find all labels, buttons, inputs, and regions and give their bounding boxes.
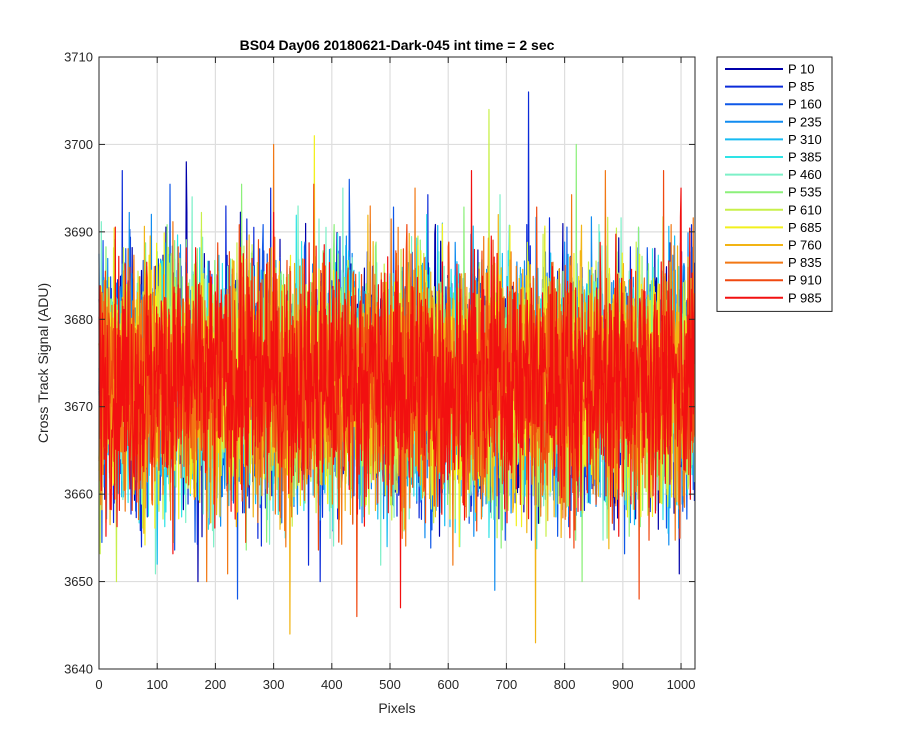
y-tick-label: 3670 [64, 399, 93, 414]
series-line-p985 [98, 170, 696, 609]
legend-label: P 310 [788, 132, 822, 147]
legend-label: P 10 [788, 62, 815, 77]
legend-label: P 760 [788, 238, 822, 253]
y-tick-label: 3690 [64, 224, 93, 239]
x-axis-label: Pixels [378, 700, 415, 716]
legend-label: P 460 [788, 167, 822, 182]
x-tick-label: 400 [321, 677, 343, 692]
y-tick-label: 3680 [64, 312, 93, 327]
legend-label: P 535 [788, 185, 822, 200]
x-tick-label: 500 [379, 677, 401, 692]
x-tick-label: 300 [263, 677, 285, 692]
legend-label: P 685 [788, 220, 822, 235]
ticks: 0 100 200 300 400 500 600 700 800 900 1000 3640 3650… [64, 50, 695, 693]
y-tick-label: 3700 [64, 137, 93, 152]
legend-label: P 910 [788, 273, 822, 288]
axes-box [98, 56, 696, 670]
x-tick-label: 600 [437, 677, 459, 692]
chart-title: BS04 Day06 20180621-Dark-045 int time = … [240, 37, 555, 53]
legend-label: P 160 [788, 97, 822, 112]
legend-label: P 610 [788, 202, 822, 217]
y-tick-label: 3710 [64, 50, 93, 65]
y-tick-label: 3640 [64, 662, 93, 677]
y-tick-label: 3650 [64, 574, 93, 589]
y-axis-label: Cross Track Signal (ADU) [35, 283, 51, 443]
x-tick-label: 800 [554, 677, 576, 692]
legend: P 10 P 85 P 160 P 235 P 310 P 385 P 460 P 535 P … [716, 56, 833, 312]
legend-label: P 85 [788, 79, 815, 94]
legend-label: P 235 [788, 114, 822, 129]
legend-label: P 385 [788, 150, 822, 165]
legend-label: P 835 [788, 255, 822, 270]
x-tick-label: 0 [95, 677, 102, 692]
x-tick-label: 200 [205, 677, 227, 692]
y-tick-label: 3660 [64, 487, 93, 502]
x-tick-label: 700 [496, 677, 518, 692]
legend-box [716, 56, 833, 312]
x-tick-label: 900 [612, 677, 634, 692]
series-group [98, 91, 696, 644]
x-tick-label: 100 [146, 677, 168, 692]
x-tick-label: 1000 [667, 677, 696, 692]
legend-label: P 985 [788, 290, 822, 305]
